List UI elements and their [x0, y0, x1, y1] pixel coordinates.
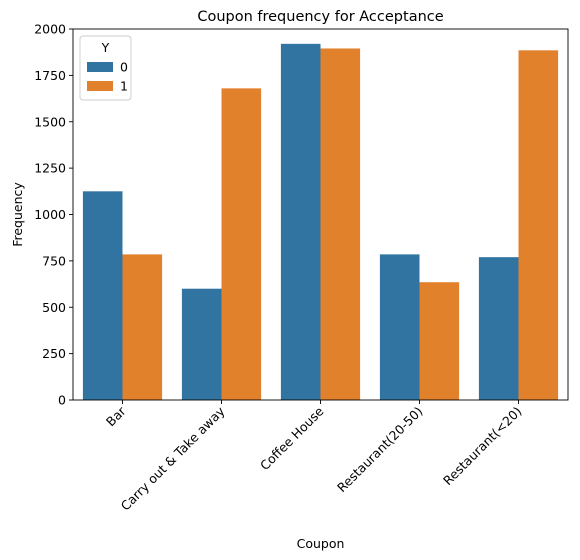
legend-label: 0 [120, 60, 128, 75]
chart-title: Coupon frequency for Acceptance [197, 9, 443, 25]
y-tick-label: 250 [42, 346, 66, 361]
y-tick-label: 1000 [34, 207, 66, 222]
y-tick-label: 1500 [34, 114, 66, 129]
legend-label: 1 [120, 79, 128, 94]
bars-layer [83, 44, 558, 400]
x-tick-label: Bar [103, 403, 129, 429]
bar [281, 44, 321, 400]
bar [83, 191, 123, 400]
y-axis: 0 250 500 750 1000 1250 1500 1750 2000 [34, 22, 73, 408]
x-tick-label: Restaurant(<20) [440, 404, 525, 489]
legend-swatch [87, 62, 113, 72]
bar [380, 254, 420, 400]
bar [321, 48, 361, 400]
bar [519, 50, 559, 400]
bar [479, 257, 519, 400]
y-axis-label: Frequency [10, 182, 25, 247]
y-tick-label: 750 [42, 253, 66, 268]
bar [182, 289, 222, 400]
x-axis-label: Coupon [297, 536, 345, 551]
y-tick-label: 2000 [34, 22, 66, 37]
bar [123, 254, 163, 400]
x-tick-label: Coffee House [257, 403, 327, 473]
bar [420, 282, 460, 400]
legend-swatch [87, 81, 113, 91]
legend: Y 0 1 [80, 36, 131, 100]
y-tick-label: 1750 [34, 68, 66, 83]
y-tick-label: 0 [58, 393, 66, 408]
bar [222, 88, 262, 400]
x-tick-label: Restaurant(20-50) [334, 404, 426, 496]
legend-title: Y [101, 40, 110, 55]
x-tick-label: Carry out & Take away [118, 403, 228, 513]
y-tick-label: 500 [42, 300, 66, 315]
y-tick-label: 1250 [34, 161, 66, 176]
